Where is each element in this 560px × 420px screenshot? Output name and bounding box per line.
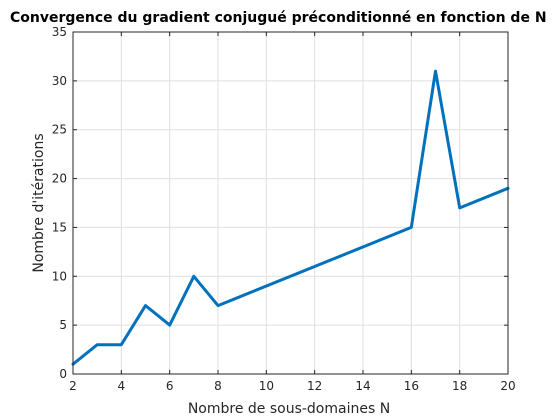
x-axis-label: Nombre de sous-domaines N (188, 401, 390, 417)
x-tick-label: 8 (214, 379, 222, 393)
y-tick-label: 5 (59, 318, 67, 332)
series-line (71, 69, 510, 366)
chart-title: Convergence du gradient conjugué précond… (10, 10, 547, 26)
x-tick-label: 16 (404, 379, 419, 393)
y-tick-label: 25 (52, 123, 67, 137)
y-axis-label: Nombre d'itérations (31, 133, 47, 272)
y-tick-label: 15 (52, 220, 67, 234)
y-tick-label: 10 (52, 269, 67, 283)
x-tick-label: 4 (118, 379, 126, 393)
x-tick-labels: 2 4 6 8 10 12 14 16 18 20 (69, 379, 515, 393)
tick-marks (72, 31, 509, 375)
axes-frame (72, 31, 509, 375)
plot-area (73, 32, 508, 374)
x-tick-label: 6 (166, 379, 174, 393)
x-tick-label: 14 (355, 379, 370, 393)
x-tick-label: 10 (259, 379, 274, 393)
x-tick-label: 12 (307, 379, 322, 393)
y-tick-label: 0 (59, 367, 67, 381)
x-tick-label: 18 (452, 379, 467, 393)
series-layer (71, 69, 510, 366)
y-tick-label: 30 (52, 74, 67, 88)
x-tick-label: 20 (500, 379, 515, 393)
x-tick-label: 2 (69, 379, 77, 393)
y-tick-label: 20 (52, 172, 67, 186)
y-tick-labels: 0 5 10 15 20 25 30 35 (52, 25, 67, 381)
y-tick-label: 35 (52, 25, 67, 39)
